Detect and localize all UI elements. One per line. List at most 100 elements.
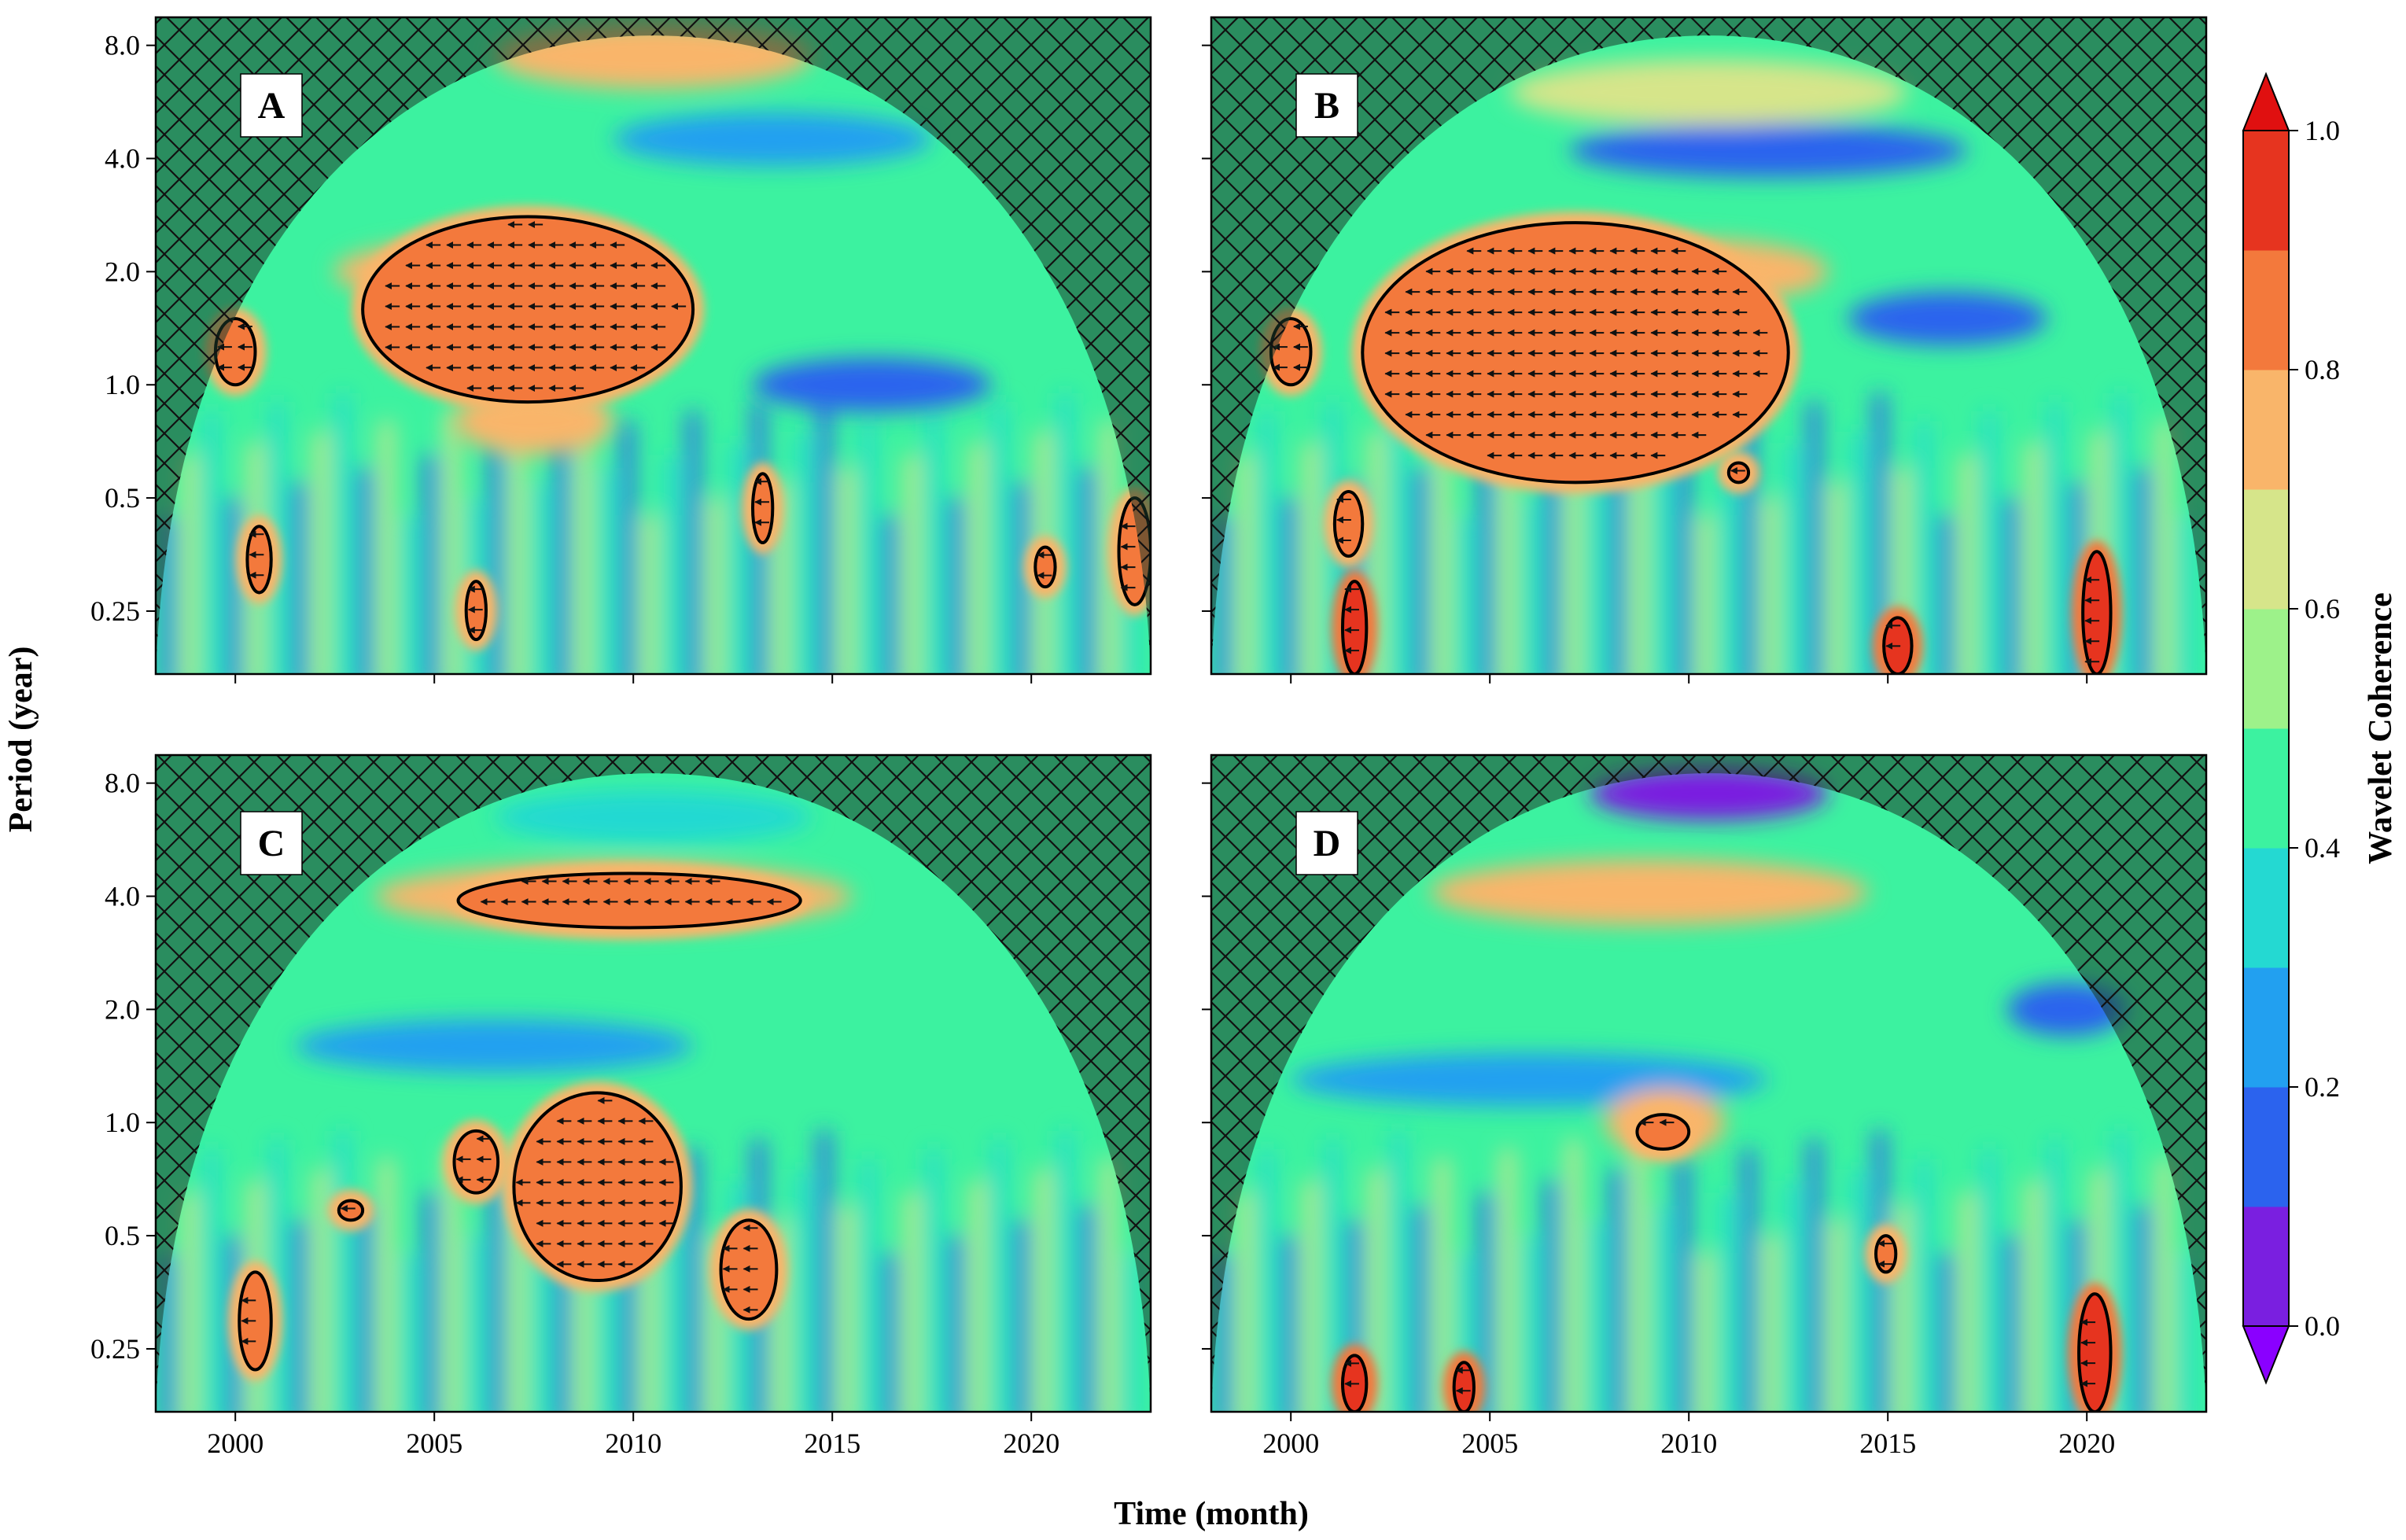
stripe — [2026, 443, 2039, 674]
stripe — [1435, 1159, 1449, 1412]
stripe — [993, 1140, 1006, 1412]
panel-label-box — [240, 811, 303, 875]
stripe — [1785, 443, 1799, 674]
stripe — [708, 498, 721, 674]
stripe — [1917, 1159, 1930, 1412]
stripe — [2005, 498, 2018, 674]
panel-label: A — [240, 73, 303, 138]
significant-region — [361, 215, 695, 404]
stripe — [2005, 1236, 2018, 1412]
significant-region — [452, 1129, 500, 1195]
x-tick-label: 2005 — [406, 1428, 462, 1459]
stripe — [1015, 1220, 1028, 1412]
stripe — [1523, 498, 1536, 674]
stripe — [293, 1220, 306, 1412]
stripe — [1742, 1148, 1756, 1412]
stripe — [1654, 1206, 1667, 1412]
colorbar-segment — [2243, 609, 2289, 729]
colorbar-frame — [2242, 130, 2290, 1327]
stripe — [861, 1159, 875, 1412]
stripe — [883, 514, 897, 674]
y-tick-label: 0.25 — [90, 595, 140, 627]
stripe — [1983, 1148, 1996, 1412]
panel-frame — [154, 16, 1152, 676]
stripe — [1807, 1140, 1821, 1412]
low-coherence-band — [295, 1019, 694, 1073]
colorbar: 0.0 0.2 0.4 0.6 0.8 1.0 Wavelet Coherence — [2242, 72, 2399, 1385]
low-coherence-band — [613, 112, 932, 167]
x-axis-title: Time (month) — [1114, 1496, 1309, 1532]
stripe — [204, 411, 218, 674]
panel-frame — [1210, 753, 2208, 1413]
colorbar-tick-label: 0.2 — [2305, 1071, 2340, 1103]
coherence-bands — [1291, 767, 2127, 1156]
stripe — [2048, 402, 2061, 674]
stripe — [1654, 468, 1667, 674]
stripe — [818, 1130, 831, 1412]
panel-plot-area — [156, 17, 1151, 674]
stripe — [1124, 1252, 1137, 1412]
stripe — [1479, 1192, 1493, 1412]
colorbar-segment — [2243, 489, 2289, 610]
y-tick-label: 8.0 — [105, 768, 140, 799]
stripe — [599, 468, 612, 674]
colorbar-segment — [2243, 1207, 2289, 1327]
x-tick-label: 2010 — [1660, 1428, 1717, 1459]
stripe — [621, 421, 634, 674]
stripe — [2157, 1159, 2171, 1412]
panel-label: B — [1295, 73, 1358, 138]
y-tick-label: 2.0 — [105, 256, 140, 287]
stripe — [445, 411, 459, 674]
stripe — [511, 402, 525, 674]
panel-plot-area — [156, 755, 1151, 1412]
x-tick-label: 2000 — [1262, 1428, 1319, 1459]
stripe — [1304, 1181, 1317, 1412]
significant-region — [1332, 489, 1365, 558]
stripe — [1589, 482, 1602, 674]
stripe — [1545, 443, 1558, 674]
significant-regions — [228, 862, 812, 1381]
stripe — [643, 1252, 656, 1412]
colorbar-segment — [2243, 728, 2289, 849]
stripe — [1435, 421, 1449, 674]
stripe — [949, 498, 963, 674]
significant-region — [1340, 580, 1369, 674]
y-tick-label: 0.5 — [105, 482, 140, 514]
stripe — [971, 443, 984, 674]
stripe — [971, 1181, 984, 1412]
stripe — [1282, 1236, 1295, 1412]
stripe — [1369, 1169, 1383, 1412]
stripe — [489, 1181, 503, 1412]
stripe — [927, 1148, 941, 1412]
significant-region — [751, 472, 775, 545]
low-coherence-band — [1569, 123, 1968, 178]
low-coherence-band — [1589, 767, 1829, 821]
stripe — [1239, 455, 1252, 674]
stripe — [1611, 1169, 1624, 1412]
stripe — [796, 1169, 809, 1412]
panel-plot-area — [1211, 17, 2206, 674]
stripe — [2026, 1181, 2039, 1412]
x-tick-label: 2020 — [2058, 1428, 2115, 1459]
stripe — [2136, 468, 2150, 674]
stripe — [1698, 514, 1711, 674]
stripe — [1523, 1236, 1536, 1412]
stripe — [1676, 421, 1689, 674]
stripe — [1037, 1169, 1050, 1412]
stripe — [796, 431, 809, 674]
low-coherence-band — [494, 790, 812, 844]
stripe — [665, 455, 678, 674]
stripe — [1260, 411, 1273, 674]
colorbar-segment — [2243, 967, 2289, 1088]
y-tick-label: 1.0 — [105, 369, 140, 400]
significant-regions — [1331, 1103, 2122, 1412]
stripe — [1304, 443, 1317, 674]
low-coherence-band — [1848, 292, 2047, 346]
colorbar-tick-label: 0.0 — [2305, 1310, 2340, 1342]
y-tick-label: 4.0 — [105, 881, 140, 912]
stripe — [1611, 431, 1624, 674]
short-period-stripes — [161, 392, 1137, 674]
colorbar-extend-high — [2242, 72, 2290, 131]
stripe — [1961, 1192, 1974, 1412]
